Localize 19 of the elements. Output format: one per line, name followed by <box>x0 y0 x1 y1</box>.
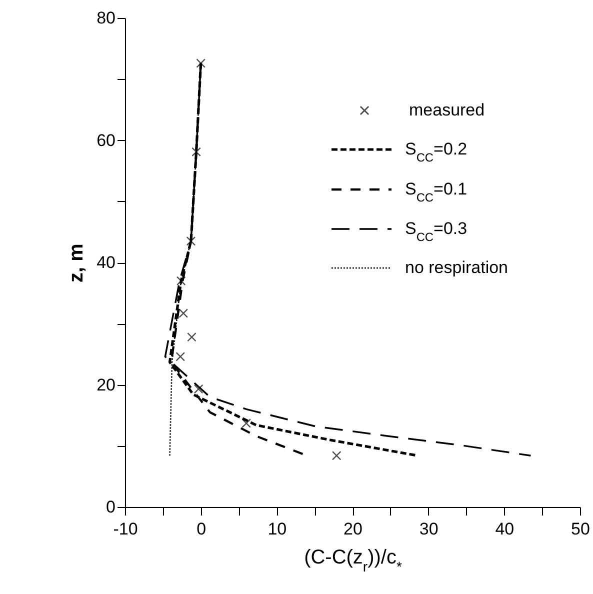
y-axis-title: z, m <box>66 244 88 282</box>
x-axis-title: (C-C(z$_{r}$))/c$_{*}$ <box>304 546 402 574</box>
legend-label: S$_{CC}$=0.1 <box>405 180 468 204</box>
legend-label: measured <box>409 100 485 120</box>
x-tick-label: -10 <box>113 520 138 538</box>
x-tick-label: 50 <box>571 520 590 538</box>
legend-label: S$_{CC}$=0.2 <box>405 140 468 164</box>
x-tick-label: 40 <box>495 520 514 538</box>
legend-label: S$_{CC}$=0.3 <box>405 219 468 244</box>
x-tick-label: 0 <box>196 520 206 538</box>
y-tick-label: 80 <box>96 8 116 28</box>
x-tick-label: 30 <box>419 520 438 538</box>
y-tick-label: 0 <box>106 498 116 516</box>
y-tick-label: 60 <box>96 130 116 150</box>
x-tick-label: 10 <box>268 520 287 538</box>
x-tick-label: 20 <box>344 520 362 538</box>
y-tick-label: 40 <box>96 253 116 272</box>
legend-label: no respiration <box>405 258 508 277</box>
y-tick-label: 20 <box>96 375 116 394</box>
